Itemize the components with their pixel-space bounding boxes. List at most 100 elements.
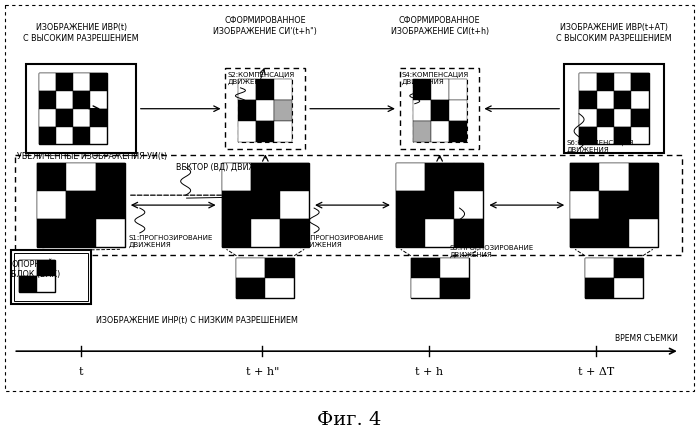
Bar: [449, 100, 466, 121]
Bar: [96, 191, 125, 219]
Bar: [280, 163, 309, 191]
Bar: [11, 250, 91, 304]
Bar: [628, 219, 658, 247]
Bar: [39, 91, 56, 109]
Bar: [96, 219, 125, 247]
Bar: [15, 253, 88, 302]
Bar: [425, 219, 454, 247]
Text: S2:КОМПЕНСАЦИЯ
ДВИЖЕНИЯ: S2:КОМПЕНСАЦИЯ ДВИЖЕНИЯ: [227, 72, 295, 85]
Bar: [396, 191, 425, 219]
Text: Фиг. 4: Фиг. 4: [317, 411, 382, 429]
Bar: [570, 219, 599, 247]
Bar: [280, 191, 309, 219]
Text: S5:ПРОГНОЗИРОВАНИЕ
ДВИЖЕНИЯ: S5:ПРОГНОЗИРОВАНИЕ ДВИЖЕНИЯ: [449, 245, 534, 258]
Bar: [251, 163, 280, 191]
Bar: [614, 278, 643, 298]
Bar: [631, 127, 649, 144]
Bar: [73, 127, 90, 144]
Text: СФОРМИРОВАННОЕ
ИЗОБРАЖЕНИЕ СИ(t+h): СФОРМИРОВАННОЕ ИЗОБРАЖЕНИЕ СИ(t+h): [391, 16, 489, 36]
Bar: [412, 79, 466, 143]
Bar: [39, 73, 56, 91]
Bar: [585, 258, 614, 278]
Bar: [20, 276, 37, 291]
Bar: [396, 163, 484, 247]
Bar: [628, 191, 658, 219]
Bar: [579, 73, 596, 91]
Bar: [73, 73, 90, 91]
Bar: [96, 163, 125, 191]
Bar: [396, 219, 425, 247]
Bar: [400, 68, 480, 149]
Bar: [27, 64, 136, 153]
Text: ОПОРНЫЙ
БЛОК (БЛК): ОПОРНЫЙ БЛОК (БЛК): [11, 260, 61, 279]
Bar: [66, 163, 96, 191]
Text: t + h": t + h": [245, 367, 279, 377]
Bar: [570, 163, 658, 247]
Bar: [599, 219, 628, 247]
Text: ИЗОБРАЖЕНИЕ ИВР(t)
С ВЫСОКИМ РАЗРЕШЕНИЕМ: ИЗОБРАЖЕНИЕ ИВР(t) С ВЫСОКИМ РАЗРЕШЕНИЕМ: [23, 23, 139, 43]
Bar: [238, 79, 292, 143]
Bar: [454, 219, 484, 247]
Bar: [454, 163, 484, 191]
Bar: [411, 258, 440, 278]
Bar: [412, 121, 431, 143]
Bar: [20, 260, 37, 276]
Bar: [396, 163, 425, 191]
Bar: [411, 258, 468, 298]
Bar: [266, 278, 294, 298]
Text: ВРЕМЯ СЪЕМКИ: ВРЕМЯ СЪЕМКИ: [615, 334, 678, 343]
Bar: [90, 127, 107, 144]
Bar: [440, 258, 468, 278]
Bar: [56, 127, 73, 144]
Bar: [599, 191, 628, 219]
Bar: [570, 163, 599, 191]
Bar: [431, 100, 449, 121]
Bar: [596, 91, 614, 109]
Text: t: t: [79, 367, 83, 377]
Bar: [596, 127, 614, 144]
Bar: [222, 191, 251, 219]
Bar: [266, 258, 294, 278]
Text: ИЗОБРАЖЕНИЕ ИНР(t) С НИЗКИМ РАЗРЕШЕНИЕМ: ИЗОБРАЖЕНИЕ ИНР(t) С НИЗКИМ РАЗРЕШЕНИЕМ: [96, 316, 298, 326]
Bar: [596, 73, 614, 91]
Bar: [570, 191, 599, 219]
Bar: [37, 219, 66, 247]
Bar: [56, 73, 73, 91]
Bar: [274, 79, 292, 100]
Bar: [257, 100, 274, 121]
Bar: [579, 109, 596, 127]
Bar: [236, 258, 294, 298]
Bar: [412, 79, 431, 100]
Text: ИЗОБРАЖЕНИЕ ИВР(t+АТ)
С ВЫСОКИМ РАЗРЕШЕНИЕМ: ИЗОБРАЖЕНИЕ ИВР(t+АТ) С ВЫСОКИМ РАЗРЕШЕН…: [556, 23, 672, 43]
Bar: [564, 64, 664, 153]
Text: S3:ПРОГНОЗИРОВАНИЕ
ДВИЖЕНИЯ: S3:ПРОГНОЗИРОВАНИЕ ДВИЖЕНИЯ: [299, 235, 384, 248]
Text: S4:КОМПЕНСАЦИЯ
ДВИЖЕНИЯ: S4:КОМПЕНСАЦИЯ ДВИЖЕНИЯ: [402, 72, 469, 85]
Text: S6:КОМПЕНСАЦИЯ
ДВИЖЕНИЯ: S6:КОМПЕНСАЦИЯ ДВИЖЕНИЯ: [566, 140, 633, 153]
Bar: [238, 100, 257, 121]
Bar: [579, 127, 596, 144]
Bar: [20, 260, 55, 291]
Bar: [596, 109, 614, 127]
Bar: [66, 219, 96, 247]
Bar: [579, 73, 649, 144]
Bar: [222, 163, 309, 247]
Bar: [222, 163, 251, 191]
Text: ВЕКТОР (ВД) ДВИЖЕНИЯ: ВЕКТОР (ВД) ДВИЖЕНИЯ: [175, 163, 279, 171]
Bar: [226, 68, 305, 149]
Bar: [449, 121, 466, 143]
Bar: [280, 219, 309, 247]
Bar: [631, 109, 649, 127]
Bar: [585, 258, 643, 298]
Bar: [454, 191, 484, 219]
Text: S1:ПРОГНОЗИРОВАНИЕ
ДВИЖЕНИЯ: S1:ПРОГНОЗИРОВАНИЕ ДВИЖЕНИЯ: [129, 235, 213, 248]
Bar: [222, 219, 251, 247]
Bar: [628, 163, 658, 191]
Bar: [257, 79, 274, 100]
Text: t + h: t + h: [415, 367, 442, 377]
Bar: [257, 121, 274, 143]
Bar: [37, 260, 55, 276]
Bar: [251, 191, 280, 219]
Bar: [238, 79, 257, 100]
Bar: [56, 91, 73, 109]
Bar: [431, 79, 449, 100]
